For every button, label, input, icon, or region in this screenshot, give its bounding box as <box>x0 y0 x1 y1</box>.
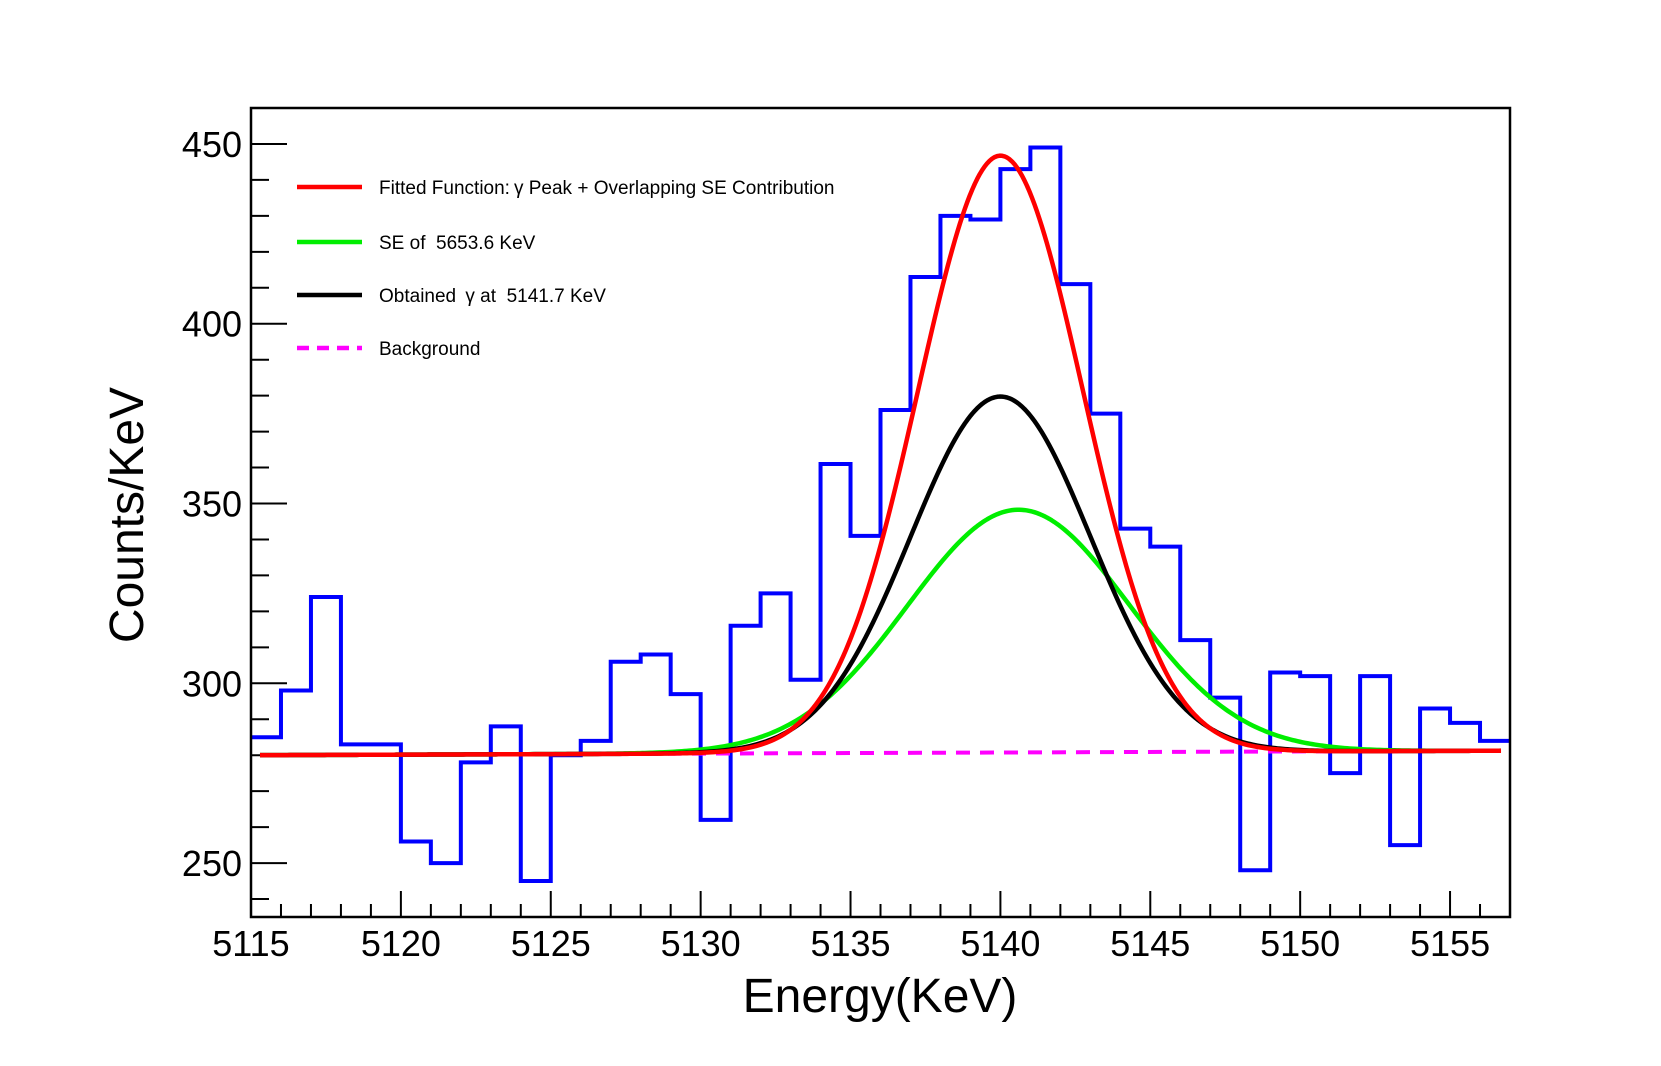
y-axis-title: Counts/KeV <box>101 387 154 643</box>
legend-se: SE of 5653.6 KeV <box>297 233 536 254</box>
y-tick-label: 400 <box>182 304 242 345</box>
legend-label-greek: γ <box>514 178 524 199</box>
legend-label: Background <box>379 339 480 360</box>
x-tick-label: 5155 <box>1410 923 1490 964</box>
legend-label-text: Obtained <box>379 286 461 307</box>
plot-frame <box>249 106 1512 919</box>
legend-fitted-function: Fitted Function: γ Peak + Overlapping SE … <box>297 178 835 199</box>
tick-labels: 5115 5120 5125 5130 5135 5140 5145 5150 5155 250 3… <box>182 124 1490 964</box>
x-axis-title: Energy(KeV) <box>743 970 1018 1023</box>
x-tick-label: 5135 <box>810 923 890 964</box>
x-tick-label: 5130 <box>661 923 741 964</box>
x-tick-label: 5115 <box>212 923 289 964</box>
y-tick-label: 450 <box>182 124 242 165</box>
x-tick-label: 5145 <box>1110 923 1190 964</box>
histogram-data <box>251 145 1510 884</box>
fitted-function-curve <box>259 153 1502 758</box>
legend-gamma: Obtained γ at 5141.7 KeV <box>297 286 606 307</box>
legend-label-text: Peak + Overlapping SE Contribution <box>523 178 834 199</box>
y-tick-label: 250 <box>182 843 242 884</box>
x-tick-label: 5120 <box>361 923 441 964</box>
legend-label-text: SE of 5653.6 KeV <box>379 233 536 254</box>
legend-label-greek: γ <box>465 286 475 307</box>
y-tick-label: 300 <box>182 663 242 704</box>
x-tick-label: 5125 <box>511 923 591 964</box>
legend-label: Fitted Function: γ Peak + Overlapping SE … <box>379 178 835 199</box>
plot-area <box>251 145 1510 884</box>
x-tick-label: 5140 <box>960 923 1040 964</box>
legend-label-text: Background <box>379 339 480 360</box>
legend-background: Background <box>297 339 480 360</box>
y-tick-label: 350 <box>182 484 242 525</box>
legend-label-text: at 5141.7 KeV <box>475 286 606 307</box>
x-tick-label: 5150 <box>1260 923 1340 964</box>
legend-label: Obtained γ at 5141.7 KeV <box>379 286 606 307</box>
legend-label: SE of 5653.6 KeV <box>379 233 536 254</box>
legend: Fitted Function: γ Peak + Overlapping SE … <box>297 178 835 360</box>
legend-label-text: Fitted Function: <box>379 178 510 199</box>
axis-ticks <box>250 107 1511 917</box>
